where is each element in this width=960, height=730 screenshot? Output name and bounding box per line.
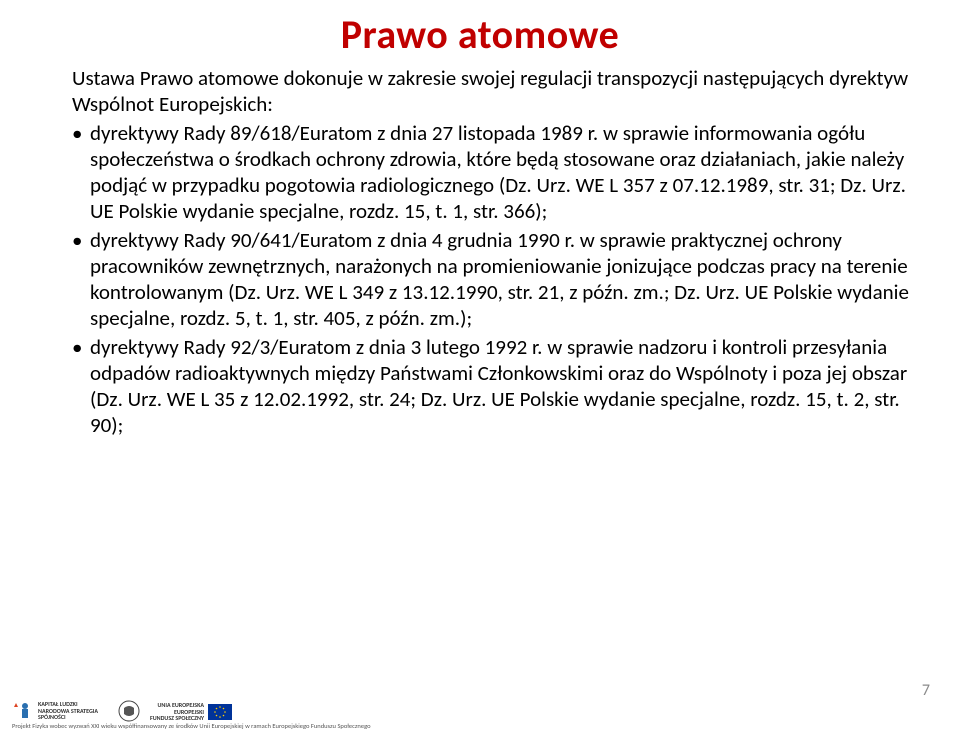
footer-logos: KAPITAŁ LUDZKI NARODOWA STRATEGIA SPÓJNO… <box>12 700 232 722</box>
eu-flag-icon <box>208 704 232 720</box>
person-star-icon <box>12 700 34 722</box>
footer: KAPITAŁ LUDZKI NARODOWA STRATEGIA SPÓJNO… <box>0 674 960 730</box>
list-item: dyrektywy Rady 92/3/Euratom z dnia 3 lut… <box>72 334 916 439</box>
footer-caption: Projekt Fizyka wobec wyzwań XXI wieku ws… <box>12 722 371 730</box>
logo-eu: UNIA EUROPEJSKA EUROPEJSKI FUNDUSZ SPOŁE… <box>150 702 232 722</box>
logo-label: UNIA EUROPEJSKA EUROPEJSKI FUNDUSZ SPOŁE… <box>150 702 204 722</box>
slide-title: Prawo atomowe <box>44 10 916 59</box>
bullet-list: dyrektywy Rady 89/618/Euratom z dnia 27 … <box>44 120 916 439</box>
logo-uw <box>118 700 140 722</box>
list-item: dyrektywy Rady 89/618/Euratom z dnia 27 … <box>72 120 916 225</box>
logo-kapital-ludzki: KAPITAŁ LUDZKI NARODOWA STRATEGIA SPÓJNO… <box>12 700 108 722</box>
crest-icon <box>118 700 140 722</box>
intro-paragraph: Ustawa Prawo atomowe dokonuje w zakresie… <box>44 65 916 118</box>
logo-label: KAPITAŁ LUDZKI NARODOWA STRATEGIA SPÓJNO… <box>38 701 108 721</box>
list-item: dyrektywy Rady 90/641/Euratom z dnia 4 g… <box>72 227 916 332</box>
slide: Prawo atomowe Ustawa Prawo atomowe dokon… <box>0 0 960 730</box>
